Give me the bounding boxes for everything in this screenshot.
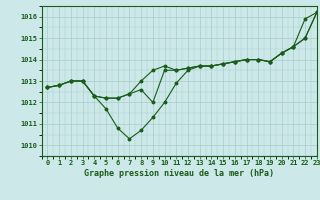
- X-axis label: Graphe pression niveau de la mer (hPa): Graphe pression niveau de la mer (hPa): [84, 169, 274, 178]
